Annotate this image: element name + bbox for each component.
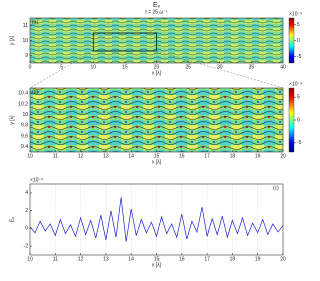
colorbar [288, 87, 295, 153]
colorbar-tick-label: -5 [297, 140, 302, 146]
x-tick-label: 11 [53, 256, 58, 262]
x-tick-label: 25 [185, 64, 191, 70]
data-line [29, 197, 284, 242]
x-tick-label: 17 [204, 153, 210, 159]
y-axis-label: y [λ] [9, 35, 15, 45]
y-tick-label: 10 [22, 38, 28, 44]
y-tick-label: 10 [22, 112, 28, 118]
x-tick-label: 18 [230, 153, 236, 159]
x-axis-label: x [λ] [152, 262, 162, 268]
y-tick-label: 9.6 [21, 133, 28, 139]
x-tick-label: 12 [78, 153, 84, 159]
x-tick-label: 19 [255, 153, 261, 159]
x-tick-label: 11 [53, 153, 58, 159]
panel-label: (c) [273, 185, 279, 191]
field [30, 88, 283, 152]
x-tick-label: 20 [280, 153, 286, 159]
y-tick-label: 9 [25, 53, 28, 59]
x-tick-label: 15 [154, 256, 160, 262]
x-tick-label: 10 [27, 256, 33, 262]
colorbar-label: ×10⁻³ [289, 11, 302, 17]
x-tick-label: 19 [255, 256, 261, 262]
subtitle: t = 25 ω⁻¹ [145, 9, 168, 15]
x-tick-label: 35 [249, 64, 255, 70]
x-tick-label: 20 [154, 64, 160, 70]
inset-box [92, 32, 157, 52]
colorbar-tick-label: 0 [297, 38, 300, 44]
panel-label: (a) [32, 19, 38, 25]
colorbar-tick-label: 5 [297, 94, 300, 100]
colorbar-label: ×10⁻³ [289, 81, 302, 87]
x-tick-label: 14 [128, 256, 134, 262]
inset-connector [29, 50, 94, 89]
y-tick-label: 0 [25, 226, 28, 232]
y-tick-label: 2 [25, 208, 28, 214]
inset-connector [156, 50, 284, 89]
colorbar [288, 17, 295, 64]
colorbar-tick-label: 5 [297, 22, 300, 28]
x-tick-label: 18 [230, 256, 236, 262]
x-tick-label: 40 [280, 64, 286, 70]
x-tick-label: 10 [90, 64, 96, 70]
y-tick-label: 10.4 [18, 91, 28, 97]
x-tick-label: 16 [179, 256, 185, 262]
y-tick-label: -2 [24, 243, 29, 249]
colorbar-tick-label: -5 [297, 54, 302, 60]
colorbar-tick-label: 0 [297, 117, 300, 123]
x-tick-label: 17 [204, 256, 210, 262]
x-tick-label: 15 [122, 64, 128, 70]
x-tick-label: 13 [103, 153, 109, 159]
x-tick-label: 14 [128, 153, 134, 159]
x-tick-label: 13 [103, 256, 109, 262]
scale-label: ×10⁻³ [30, 177, 43, 183]
panel-label: (b) [32, 89, 38, 95]
title: Eₓ [153, 2, 161, 9]
x-tick-label: 0 [29, 64, 32, 70]
x-axis-label: x [λ] [152, 159, 162, 165]
y-tick-label: 11 [23, 23, 28, 29]
y-axis-label: Eₓ [9, 217, 15, 222]
x-tick-label: 10 [27, 153, 33, 159]
y-axis-label: y [λ] [9, 115, 15, 125]
x-tick-label: 12 [78, 256, 84, 262]
y-tick-label: 10.2 [18, 101, 28, 107]
x-tick-label: 16 [179, 153, 185, 159]
y-tick-label: 9.4 [21, 144, 28, 150]
x-axis-label: x [λ] [152, 70, 162, 76]
x-tick-label: 30 [217, 64, 223, 70]
x-tick-label: 5 [60, 64, 63, 70]
y-tick-label: 9.8 [21, 123, 28, 129]
y-tick-label: 4 [25, 190, 28, 196]
x-tick-label: 15 [154, 153, 160, 159]
x-tick-label: 20 [280, 256, 286, 262]
